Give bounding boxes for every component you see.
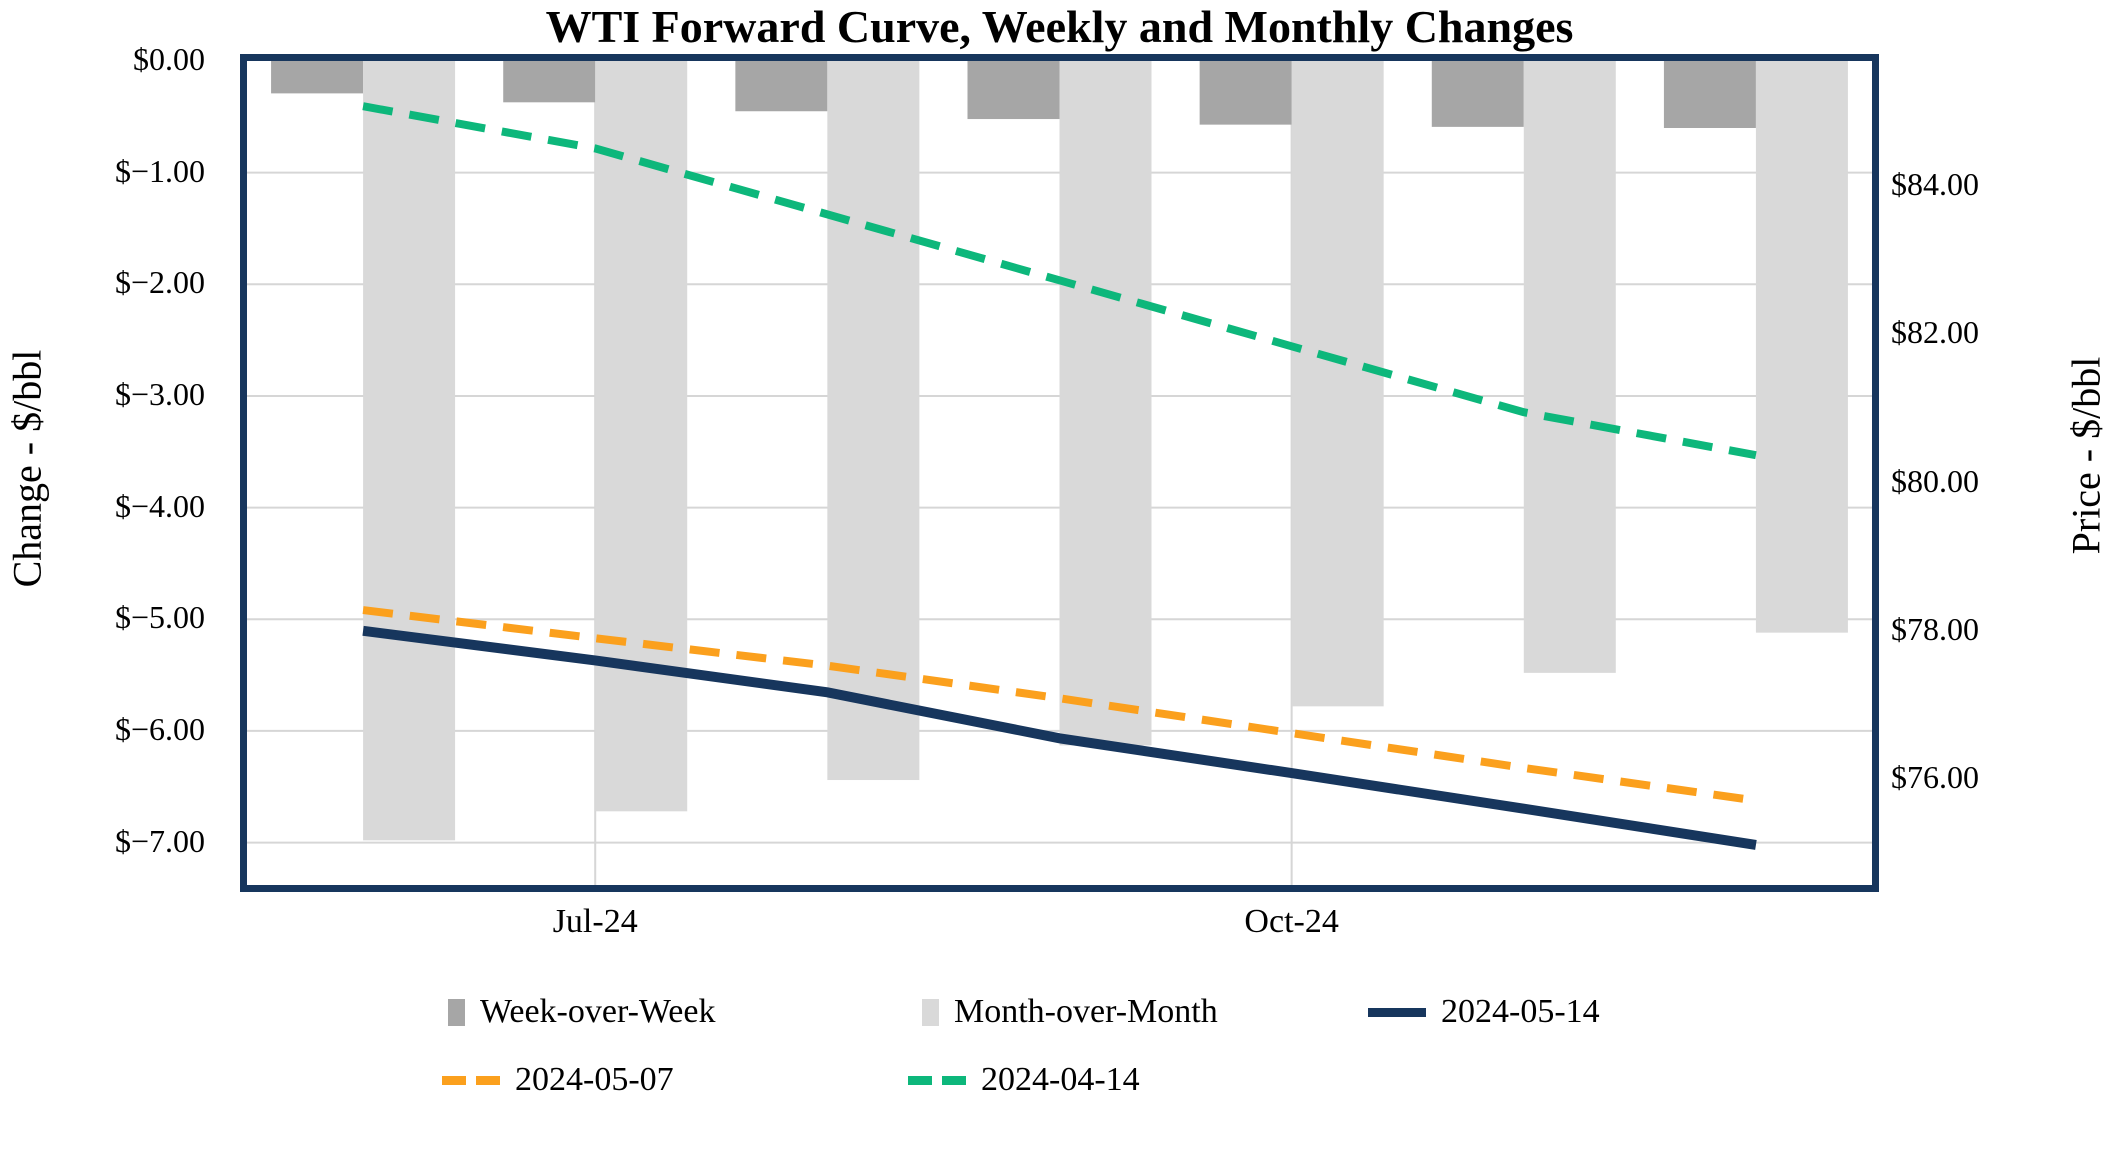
wow-bar [1663,61,1756,128]
wow-bar [271,61,364,94]
left-axis-tick: $−2.00 [114,264,205,301]
left-axis-tick: $0.00 [133,41,205,77]
mom-bar [1523,61,1616,673]
right-axis-tick: $84.00 [1891,166,1979,203]
legend-item-week-over-week: Week-over-Week [448,993,715,1031]
mom-bar [595,61,688,812]
legend-item-2024-04-14: 2024-04-14 [908,1061,1140,1099]
line-2024-05-14 [362,625,1757,850]
legend-item-2024-05-07: 2024-05-07 [442,1061,674,1099]
left-axis-tick: $−3.00 [114,375,205,412]
wow-bar [1431,61,1524,127]
left-axis-tick: $−6.00 [114,710,205,747]
line-2024-04-14 [362,102,1757,460]
dashed-line-swatch [442,1075,500,1085]
left-axis-title: Change - $/bbl [4,349,50,588]
wow-bar [967,61,1060,120]
right-axis-tick: $78.00 [1891,610,1979,647]
right-axis-tick: $82.00 [1891,314,1979,351]
legend-label: 2024-05-14 [1441,993,1600,1030]
right-axis-tick: $80.00 [1891,462,1979,499]
legend-item-month-over-month: Month-over-Month [922,993,1218,1031]
dashed-line-swatch [908,1075,966,1085]
x-axis-tick: Oct-24 [1244,903,1339,940]
legend-label: Week-over-Week [480,993,716,1030]
right-axis-tick: $76.00 [1891,759,1979,796]
mom-bar [1755,61,1848,633]
legend-label: 2024-05-07 [515,1061,674,1098]
mom-bar [1291,61,1384,707]
solid-line-swatch [1368,1007,1426,1017]
wow-bar [503,61,596,103]
left-axis-tick: $−5.00 [114,599,205,636]
left-axis-tick: $−7.00 [114,822,205,859]
x-axis-tick: Jul-24 [552,903,638,940]
plot-area [240,54,1879,892]
week-over-week-swatch [448,998,465,1026]
wow-bar [1199,61,1292,125]
left-axis-tick: $−1.00 [114,152,205,189]
left-axis-tick: $−4.00 [114,487,205,524]
right-axis-title: Price - $/bbl [2063,356,2109,555]
legend-item-2024-05-14: 2024-05-14 [1368,993,1600,1031]
mom-bar [363,61,456,841]
legend-label: 2024-04-14 [981,1061,1140,1098]
wow-bar [735,61,828,112]
month-over-month-swatch [922,998,939,1026]
chart-title: WTI Forward Curve, Weekly and Monthly Ch… [545,1,1574,52]
legend-label: Month-over-Month [954,993,1218,1030]
mom-bar [827,61,920,781]
mom-bar [1059,61,1152,746]
